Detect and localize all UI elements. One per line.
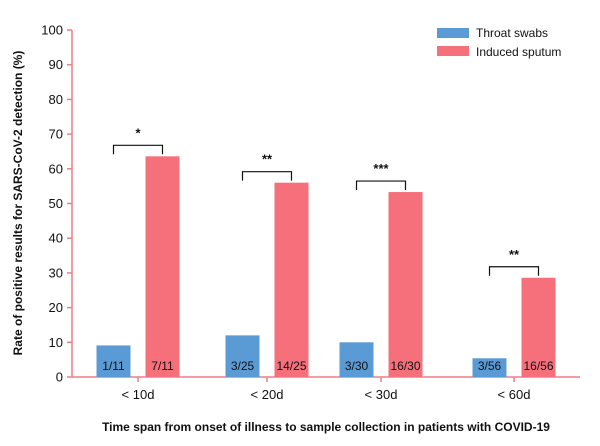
y-tick-label: 70 xyxy=(49,127,63,142)
x-tick-label-20d: < 20d xyxy=(251,387,284,402)
y-axis: 0 10 20 30 40 50 60 70 80 90 100 xyxy=(41,23,73,385)
significance-label: *** xyxy=(373,161,389,176)
y-tick-label: 100 xyxy=(41,23,63,38)
bars xyxy=(96,156,556,377)
x-tick-label-60d: < 60d xyxy=(498,387,531,402)
y-tick-label: 60 xyxy=(49,161,63,176)
y-tick-label: 20 xyxy=(49,300,63,315)
significance-label: * xyxy=(135,125,141,140)
bar-labels: 1/11 7/11 3/25 14/25 3/30 16/30 3/56 16/56 xyxy=(102,359,554,373)
significance-bracket xyxy=(112,144,164,155)
y-tick-label: 90 xyxy=(49,57,63,72)
y-tick-label: 30 xyxy=(49,265,63,280)
significance-bracket xyxy=(355,180,407,191)
y-tick-label: 40 xyxy=(49,231,63,246)
significance-label: ** xyxy=(509,247,520,262)
bar-induced-sputum-10d xyxy=(145,156,180,377)
bar-induced-sputum-30d xyxy=(388,192,423,377)
legend-swatch-induced-sputum xyxy=(437,46,469,56)
x-axis: < 10d < 20d < 30d < 60d xyxy=(72,376,580,402)
bar-label-induced-sputum: 16/56 xyxy=(523,359,553,373)
x-tick-label-10d: < 10d xyxy=(122,387,155,402)
legend-swatch-throat-swabs xyxy=(437,28,469,38)
significance-label: ** xyxy=(262,152,273,167)
y-tick-label: 10 xyxy=(49,335,63,350)
significance-bracket xyxy=(488,266,540,276)
bar-throat-swabs-30d xyxy=(339,342,374,377)
legend: Throat swabs Induced sputum xyxy=(437,26,561,59)
significance-bracket xyxy=(241,171,293,181)
x-axis-label: Time span from onset of illness to sampl… xyxy=(102,420,550,434)
bar-throat-swabs-20d xyxy=(225,335,260,377)
significance-brackets: ******** xyxy=(112,125,540,276)
bar-induced-sputum-60d xyxy=(521,277,556,377)
bar-label-throat-swabs: 3/30 xyxy=(345,359,369,373)
bar-throat-swabs-60d xyxy=(472,358,507,377)
y-tick-label: 50 xyxy=(49,196,63,211)
bar-label-throat-swabs: 3/56 xyxy=(478,359,502,373)
legend-label-throat-swabs: Throat swabs xyxy=(476,26,548,40)
legend-label-induced-sputum: Induced sputum xyxy=(476,45,561,59)
y-axis-label: Rate of positive results for SARS-CoV-2 … xyxy=(11,51,25,356)
bar-label-induced-sputum: 7/11 xyxy=(151,359,174,373)
y-tick-label: 80 xyxy=(49,92,63,107)
bar-label-throat-swabs: 3/25 xyxy=(231,359,255,373)
bar-label-induced-sputum: 14/25 xyxy=(276,359,306,373)
x-tick-label-30d: < 30d xyxy=(365,387,398,402)
bar-label-throat-swabs: 1/11 xyxy=(102,359,125,373)
bar-induced-sputum-20d xyxy=(274,182,309,377)
bar-throat-swabs-10d xyxy=(96,345,131,377)
bar-label-induced-sputum: 16/30 xyxy=(390,359,420,373)
y-tick-label: 0 xyxy=(56,370,63,385)
